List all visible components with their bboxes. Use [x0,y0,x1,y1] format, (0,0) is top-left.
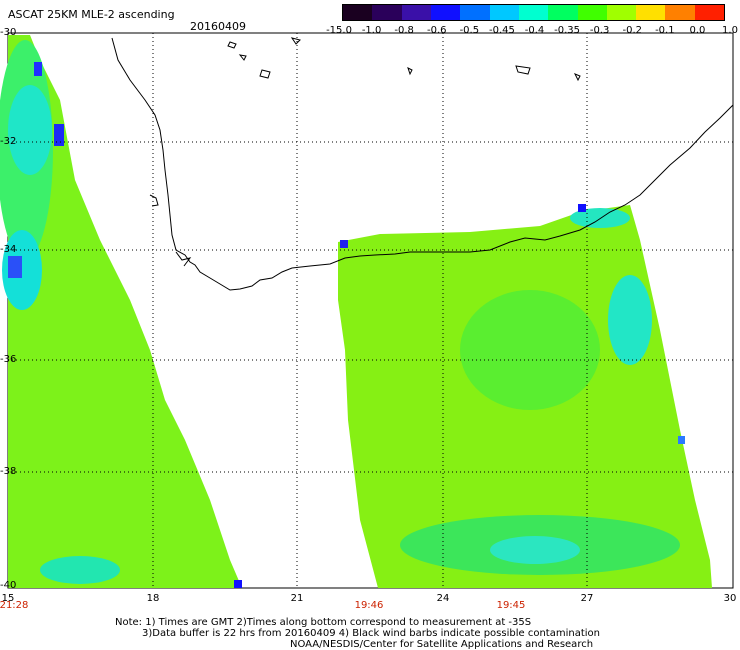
lon-label-30: 30 [723,593,737,604]
lat-label-40: -40 [0,580,17,591]
lat-lon-grid [8,33,733,588]
colorbar-label: -0.2 [622,25,643,36]
colorbar-label: -0.45 [488,25,515,36]
pass-time-east-1: 19:46 [354,600,384,611]
note-line-1: Note: 1) Times are GMT 2)Times along bot… [115,617,532,628]
lon-label-21: 21 [290,593,304,604]
lon-label-18: 18 [146,593,160,604]
colorbar-label: -0.4 [524,25,545,36]
colorbar-label: -0.35 [554,25,581,36]
lat-label-38: -38 [0,466,17,477]
swath-east [338,204,712,588]
lat-label-34: -34 [0,244,17,255]
colorbar [342,4,725,21]
colorbar-segment [430,5,461,20]
colorbar-labels: -15.0 -1.0 -0.8 -0.6 -0.5 -0.45 -0.4 -0.35 -0.3 -… [326,25,738,39]
map-title: ASCAT 25KM MLE-2 ascending [8,8,175,21]
colorbar-label: -0.1 [655,25,675,36]
lon-label-15: 15 [1,593,15,604]
swath-west-blue-cell-2 [54,124,64,146]
coastline-false-bay-detail [175,251,192,267]
colorbar-label: -15.0 [326,25,352,36]
coastline-islands-5 [407,67,413,76]
swath-east-blue-cell-3 [678,436,685,444]
colorbar-segment [460,5,490,20]
colorbar-segment [372,5,402,20]
colorbar-label: -0.3 [589,25,610,36]
colorbar-segment [694,5,725,20]
lon-label-24: 24 [436,593,450,604]
colorbar-segment [518,5,549,20]
pass-time-west: 21:28 [0,600,29,611]
note-line-3: NOAA/NESDIS/Center for Satellite Applica… [290,639,594,650]
swath-east-cyan-patch-east [608,275,652,365]
colorbar-segment [548,5,578,20]
coastline-islands-2 [238,54,247,61]
coastline-southern-africa [111,37,734,291]
swath-west-blue-cell-3 [8,256,22,278]
colorbar-segment [665,5,695,20]
colorbar-label: 1.0 [722,25,738,36]
map-date: 20160409 [190,20,246,33]
colorbar-segment [343,5,373,20]
colorbar-label: -0.8 [394,25,414,36]
coastline-islands-1 [227,41,237,49]
colorbar-segment [577,5,607,20]
colorbar-segment [606,5,637,20]
lat-label-30: -30 [0,27,17,38]
swath-west-blue-cell-1 [34,62,42,76]
colorbar-label: -0.5 [459,25,480,36]
coastline-saldanha-detail [149,194,159,207]
lat-label-32: -32 [0,136,17,147]
coastline-islands-3 [259,69,271,79]
colorbar-label: 0.0 [689,25,706,36]
coastline-islands-6 [515,65,531,75]
swath-west [0,35,242,588]
swath-west-blue-cell-4 [234,580,242,588]
coastline-islands-7 [573,73,581,82]
swath-east-cyan-patch-coast [570,208,630,228]
swath-west-cyan-patch-north [8,85,52,175]
swath-east-blue-cell-1 [340,240,348,248]
swath-east-cyan-patch-south [490,536,580,564]
coastline [111,37,734,291]
swath-west-cyan-patch-south [40,556,120,584]
colorbar-label: -0.6 [426,25,447,36]
swath-east-blue-cell-2 [578,204,586,212]
lon-label-27: 27 [580,593,594,604]
swath-west-fill [8,35,242,588]
coastline-islands-4 [290,37,301,45]
swath-east-green-patch-north [460,290,600,410]
colorbar-segment [401,5,431,20]
colorbar-label: -1.0 [361,25,382,36]
colorbar-segment [489,5,519,20]
pass-time-east-2: 19:45 [496,600,526,611]
lat-label-36: -36 [0,354,17,365]
note-line-2: 3)Data buffer is 22 hrs from 20160409 4)… [142,628,600,639]
colorbar-segment [636,5,666,20]
